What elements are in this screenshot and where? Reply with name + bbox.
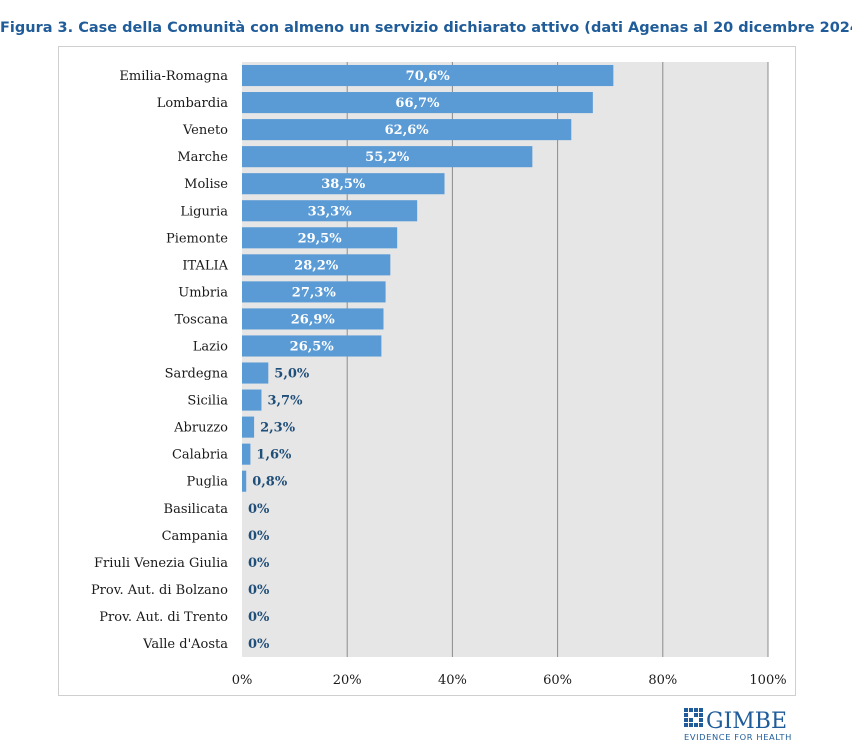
bar xyxy=(242,416,255,438)
category-label: Sardegna xyxy=(165,367,229,382)
category-label: Basilicata xyxy=(164,502,229,517)
chart-area: 0% 20% 40% 60% 80% 100% Emilia-Romagna 70,6% Lom… xyxy=(58,46,796,696)
category-label: Prov. Aut. di Bolzano xyxy=(91,583,228,598)
data-label: 0% xyxy=(248,583,270,598)
category-label: Calabria xyxy=(172,448,228,463)
bar xyxy=(242,119,572,141)
bar xyxy=(242,64,614,87)
category-label: Abruzzo xyxy=(173,421,228,436)
category-label: Lombardia xyxy=(157,96,229,111)
bar xyxy=(242,146,533,168)
category-label: Valle d'Aosta xyxy=(142,637,228,652)
chart-title: Figura 3. Case della Comunità con almeno… xyxy=(0,20,852,36)
data-label: 26,9% xyxy=(291,312,336,327)
bar xyxy=(242,470,247,492)
data-label: 1,6% xyxy=(256,448,292,463)
category-label: Umbria xyxy=(178,285,228,300)
category-label: Veneto xyxy=(182,123,228,138)
category-label: Sicilia xyxy=(187,394,228,409)
x-tick-label: 20% xyxy=(333,673,362,688)
bar xyxy=(242,335,382,357)
category-label: ITALIA xyxy=(182,258,228,273)
category-label: Liguria xyxy=(180,204,228,219)
data-label: 2,3% xyxy=(260,421,296,436)
data-label: 29,5% xyxy=(298,231,343,246)
bar-chart: 0% 20% 40% 60% 80% 100% Emilia-Romagna 70,6% Lom… xyxy=(91,62,787,688)
category-label: Marche xyxy=(177,150,228,165)
x-tick-label: 0% xyxy=(232,673,253,688)
bar xyxy=(242,443,251,465)
bar xyxy=(242,92,593,114)
data-label: 0% xyxy=(248,556,270,571)
gimbe-logo-tagline: EVIDENCE FOR HEALTH xyxy=(684,732,792,742)
x-tick-label: 100% xyxy=(749,673,786,688)
data-label: 55,2% xyxy=(365,150,410,165)
data-label: 5,0% xyxy=(274,367,310,382)
category-label: Lazio xyxy=(193,339,228,354)
bar xyxy=(242,362,269,384)
bar xyxy=(242,254,391,276)
category-label: Toscana xyxy=(175,312,229,327)
data-label: 0% xyxy=(248,529,270,544)
data-label: 26,5% xyxy=(290,339,335,354)
category-label: Campania xyxy=(162,529,229,544)
bar xyxy=(242,308,384,330)
data-label: 66,7% xyxy=(395,96,440,111)
data-label: 0% xyxy=(248,502,270,517)
gimbe-logo-name: GIMBE xyxy=(706,709,787,734)
data-label: 3,7% xyxy=(267,394,303,409)
data-label: 62,6% xyxy=(385,123,430,138)
data-label: 0% xyxy=(248,610,270,625)
category-label: Puglia xyxy=(186,475,228,490)
category-label: Molise xyxy=(184,177,228,192)
x-tick-label: 80% xyxy=(648,673,677,688)
category-label: Prov. Aut. di Trento xyxy=(99,610,228,625)
bar xyxy=(242,173,445,195)
x-tick-label: 40% xyxy=(438,673,467,688)
bar xyxy=(242,227,398,249)
data-label: 28,2% xyxy=(294,258,339,273)
x-tick-label: 60% xyxy=(543,673,572,688)
category-label: Emilia-Romagna xyxy=(119,69,228,84)
category-label: Friuli Venezia Giulia xyxy=(94,556,228,571)
bar xyxy=(242,281,386,303)
data-label: 70,6% xyxy=(406,69,451,84)
data-label: 27,3% xyxy=(292,285,337,300)
gimbe-logo-mark xyxy=(684,708,703,727)
bar xyxy=(242,200,418,222)
data-label: 0% xyxy=(248,637,270,652)
category-label: Piemonte xyxy=(166,231,228,246)
data-label: 38,5% xyxy=(321,177,366,192)
data-label: 33,3% xyxy=(308,204,353,219)
bar xyxy=(242,389,262,411)
gimbe-logo: GIMBE EVIDENCE FOR HEALTH xyxy=(684,708,792,742)
data-label: 0,8% xyxy=(252,475,288,490)
